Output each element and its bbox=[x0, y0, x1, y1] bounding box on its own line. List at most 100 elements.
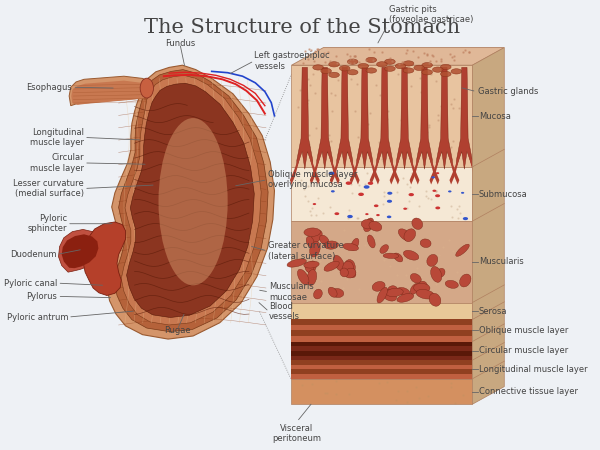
Ellipse shape bbox=[463, 217, 468, 220]
Text: Longitudinal muscle layer: Longitudinal muscle layer bbox=[479, 365, 587, 374]
Polygon shape bbox=[292, 351, 472, 356]
Text: Muscularis: Muscularis bbox=[479, 257, 523, 266]
Ellipse shape bbox=[404, 229, 416, 242]
Ellipse shape bbox=[306, 236, 314, 247]
Polygon shape bbox=[292, 65, 472, 167]
Ellipse shape bbox=[437, 268, 445, 277]
Ellipse shape bbox=[385, 59, 395, 64]
Ellipse shape bbox=[347, 215, 353, 218]
Polygon shape bbox=[292, 221, 472, 302]
Polygon shape bbox=[292, 320, 472, 325]
Ellipse shape bbox=[140, 78, 154, 98]
Ellipse shape bbox=[387, 286, 398, 296]
Ellipse shape bbox=[343, 261, 353, 275]
Text: Connective tissue layer: Connective tissue layer bbox=[479, 387, 578, 396]
Ellipse shape bbox=[395, 63, 406, 69]
Ellipse shape bbox=[346, 181, 352, 185]
Ellipse shape bbox=[368, 182, 373, 185]
Ellipse shape bbox=[397, 288, 410, 295]
Ellipse shape bbox=[369, 221, 382, 231]
Ellipse shape bbox=[445, 280, 458, 288]
Polygon shape bbox=[292, 369, 472, 374]
Text: The Structure of the Stomach: The Structure of the Stomach bbox=[144, 18, 460, 37]
Ellipse shape bbox=[329, 62, 340, 67]
Ellipse shape bbox=[304, 228, 320, 236]
Ellipse shape bbox=[427, 254, 438, 266]
Polygon shape bbox=[347, 146, 359, 184]
Polygon shape bbox=[447, 146, 460, 184]
Ellipse shape bbox=[351, 238, 359, 250]
Text: Blood
vessels: Blood vessels bbox=[269, 302, 300, 321]
Ellipse shape bbox=[413, 284, 430, 292]
Polygon shape bbox=[457, 68, 472, 169]
Ellipse shape bbox=[451, 69, 462, 74]
Ellipse shape bbox=[307, 261, 316, 273]
Ellipse shape bbox=[403, 61, 414, 66]
Polygon shape bbox=[367, 146, 380, 184]
Polygon shape bbox=[410, 146, 422, 184]
Polygon shape bbox=[449, 146, 462, 184]
Ellipse shape bbox=[324, 261, 339, 271]
Ellipse shape bbox=[347, 267, 356, 278]
Polygon shape bbox=[292, 302, 472, 320]
Ellipse shape bbox=[366, 68, 377, 73]
Ellipse shape bbox=[305, 262, 314, 273]
Ellipse shape bbox=[394, 253, 403, 262]
Polygon shape bbox=[292, 346, 472, 351]
Polygon shape bbox=[297, 68, 313, 169]
Ellipse shape bbox=[387, 216, 391, 218]
Polygon shape bbox=[350, 146, 362, 184]
Ellipse shape bbox=[367, 235, 375, 248]
Polygon shape bbox=[292, 48, 504, 65]
Polygon shape bbox=[292, 342, 472, 360]
Ellipse shape bbox=[376, 214, 380, 216]
Polygon shape bbox=[292, 360, 472, 379]
Ellipse shape bbox=[344, 260, 355, 275]
Ellipse shape bbox=[460, 274, 471, 287]
Ellipse shape bbox=[366, 57, 377, 63]
Ellipse shape bbox=[307, 270, 317, 285]
Text: Rugae: Rugae bbox=[164, 326, 190, 335]
Text: Gastric glands: Gastric glands bbox=[478, 87, 538, 96]
Ellipse shape bbox=[321, 68, 331, 73]
Polygon shape bbox=[292, 167, 472, 221]
Ellipse shape bbox=[410, 283, 420, 294]
Ellipse shape bbox=[324, 241, 338, 249]
Polygon shape bbox=[292, 320, 472, 342]
Ellipse shape bbox=[386, 288, 403, 297]
Ellipse shape bbox=[387, 200, 392, 203]
Polygon shape bbox=[292, 325, 472, 330]
Ellipse shape bbox=[334, 255, 344, 271]
Text: Pyloric
sphincter: Pyloric sphincter bbox=[28, 214, 67, 234]
Ellipse shape bbox=[448, 190, 452, 193]
Ellipse shape bbox=[418, 281, 428, 291]
Text: Lesser curvature
(medial surface): Lesser curvature (medial surface) bbox=[13, 179, 84, 198]
Ellipse shape bbox=[320, 235, 329, 245]
Ellipse shape bbox=[340, 66, 350, 71]
Polygon shape bbox=[330, 146, 342, 184]
Ellipse shape bbox=[311, 230, 322, 243]
Ellipse shape bbox=[382, 289, 397, 301]
Ellipse shape bbox=[313, 203, 316, 205]
Text: Pyloric canal: Pyloric canal bbox=[4, 279, 58, 288]
Polygon shape bbox=[389, 146, 402, 184]
Ellipse shape bbox=[416, 289, 434, 299]
Ellipse shape bbox=[331, 288, 344, 297]
Text: Mucosa: Mucosa bbox=[479, 112, 511, 121]
Ellipse shape bbox=[334, 212, 339, 215]
Text: Muscularis
mucosae: Muscularis mucosae bbox=[269, 282, 314, 302]
Polygon shape bbox=[83, 222, 125, 296]
Polygon shape bbox=[292, 365, 472, 369]
Ellipse shape bbox=[440, 64, 451, 70]
Polygon shape bbox=[472, 48, 504, 404]
Ellipse shape bbox=[361, 220, 374, 229]
Ellipse shape bbox=[387, 192, 392, 195]
Polygon shape bbox=[310, 146, 322, 184]
Polygon shape bbox=[397, 68, 413, 169]
Text: Oblique muscle layer
overlying mucosa: Oblique muscle layer overlying mucosa bbox=[268, 170, 357, 189]
Polygon shape bbox=[416, 68, 433, 169]
Ellipse shape bbox=[358, 193, 364, 196]
Ellipse shape bbox=[304, 261, 319, 268]
Polygon shape bbox=[292, 379, 472, 404]
Ellipse shape bbox=[398, 229, 412, 241]
